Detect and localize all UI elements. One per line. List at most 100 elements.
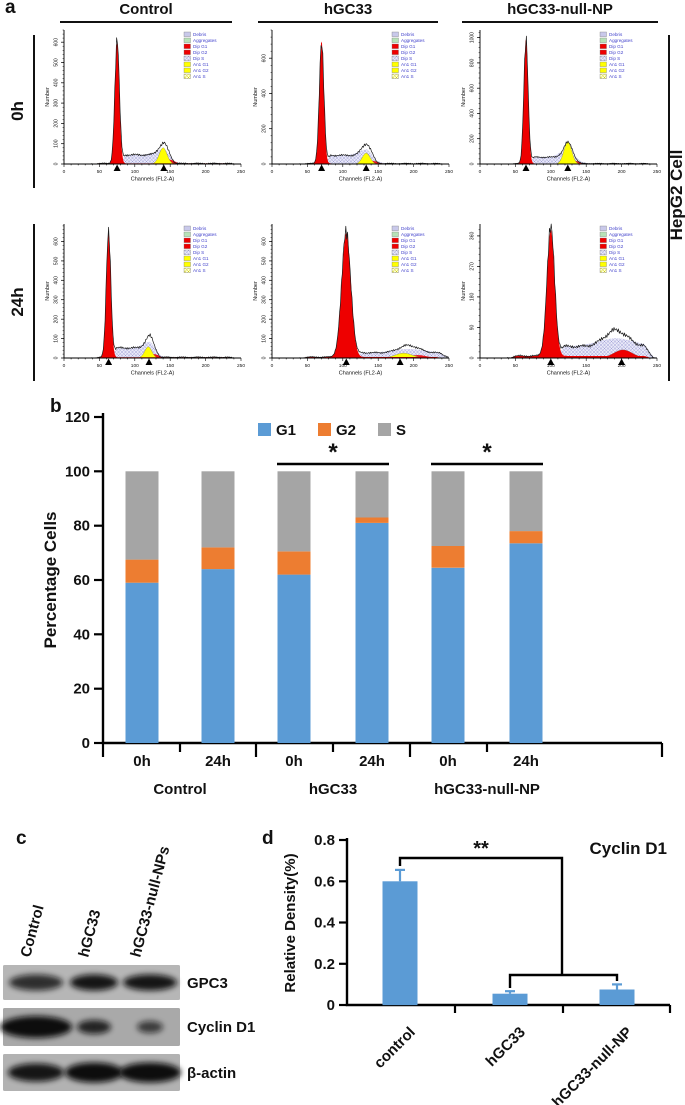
svg-text:250: 250 [653,169,661,175]
flow-histogram-svg: 0 100 200 300 400 500 600 Number 0 50 100 150 200 250… [38,219,246,385]
western-blot-svg: Control hGC33 hGC33-null-NPs GPC3 Cyclin D1 β… [0,844,255,1091]
svg-text:Dip G1: Dip G1 [193,238,208,243]
svg-text:Aggregates: Aggregates [193,38,217,43]
svg-text:600: 600 [54,237,60,246]
svg-text:400: 400 [262,276,268,285]
svg-text:An1 G2: An1 G2 [401,262,417,267]
svg-text:100: 100 [54,334,60,343]
svg-text:An1 S: An1 S [193,74,206,79]
svg-text:40: 40 [73,626,90,643]
svg-text:0: 0 [54,356,60,359]
svg-text:Relative Density(%): Relative Density(%) [282,853,299,992]
svg-text:An1 S: An1 S [609,74,622,79]
flow-histogram-hgc33-null-np-24h: 0 90 180 270 360 Number 0 50 100 150 200 250 Channel… [454,219,662,385]
svg-text:S: S [396,422,406,439]
column-header-rule-control [60,21,232,23]
svg-text:hGC33: hGC33 [309,781,357,798]
svg-text:150: 150 [374,169,382,175]
svg-text:Control: Control [153,781,206,798]
svg-text:150: 150 [582,169,590,175]
svg-text:hGC33-null-NPs: hGC33-null-NPs [127,844,173,959]
row-label-0h: 0h [8,101,27,121]
svg-text:Number: Number [45,87,51,107]
svg-text:An1 G1: An1 G1 [609,62,625,67]
svg-text:Number: Number [461,87,467,107]
flow-histogram-hgc33-null-np-0h: 0 200 400 600 800 1000 Number 0 50 100 150 200 250 Ch… [454,25,662,191]
svg-text:Dip G2: Dip G2 [609,244,624,249]
svg-text:300: 300 [54,99,60,108]
svg-text:0: 0 [479,169,482,175]
flow-histogram-control-24h: 0 100 200 300 400 500 600 Number 0 50 100 150 200 250… [38,219,246,385]
svg-text:0: 0 [479,363,482,369]
svg-text:24h: 24h [513,753,539,770]
svg-text:Cyclin D1: Cyclin D1 [590,839,667,858]
svg-text:150: 150 [166,363,174,369]
flow-histogram-hgc33-24h: 0 100 200 300 400 500 600 Number 0 50 100 150 200 250… [246,219,454,385]
svg-text:100: 100 [131,363,139,369]
svg-text:250: 250 [445,363,453,369]
svg-text:500: 500 [54,257,60,266]
svg-text:Debris: Debris [401,226,415,231]
svg-text:An1 G2: An1 G2 [193,262,209,267]
flow-histogram-svg: 0 200 400 600 Number 0 50 100 150 200 250 Channels … [246,25,454,191]
svg-text:50: 50 [513,363,519,369]
flow-histogram-hgc33-0h: 0 200 400 600 Number 0 50 100 150 200 250 Channels … [246,25,454,191]
svg-text:β-actin: β-actin [187,1065,236,1082]
svg-text:200: 200 [470,134,476,143]
svg-text:100: 100 [65,463,90,480]
svg-text:100: 100 [339,169,347,175]
svg-text:Dip S: Dip S [609,56,620,61]
svg-text:An1 G1: An1 G1 [401,256,417,261]
svg-text:50: 50 [97,169,103,175]
svg-text:0: 0 [271,169,274,175]
svg-text:0h: 0h [439,753,457,770]
svg-text:hGC33: hGC33 [483,1024,529,1070]
svg-text:0.6: 0.6 [314,873,335,890]
svg-text:300: 300 [262,295,268,304]
svg-text:150: 150 [374,363,382,369]
column-header-rule-hgc33 [258,21,438,23]
svg-text:Dip S: Dip S [609,250,620,255]
svg-text:Aggregates: Aggregates [193,232,217,237]
svg-text:Dip S: Dip S [193,56,204,61]
svg-text:360: 360 [470,232,476,241]
svg-text:200: 200 [54,119,60,128]
svg-text:Channels (FL2-A): Channels (FL2-A) [131,371,175,377]
svg-text:300: 300 [54,295,60,304]
column-header-hgc33: hGC33 [323,1,373,18]
svg-text:50: 50 [97,363,103,369]
cyclin-d1-density-chart: 0 0.2 0.4 0.6 0.8 Relative Density(%) control h… [255,828,685,1105]
svg-text:200: 200 [202,169,210,175]
svg-text:180: 180 [470,293,476,302]
svg-text:Debris: Debris [609,226,623,231]
svg-text:0.2: 0.2 [314,956,335,973]
svg-text:600: 600 [470,84,476,93]
svg-text:50: 50 [513,169,519,175]
svg-text:0h: 0h [285,753,303,770]
svg-text:500: 500 [262,257,268,266]
svg-text:200: 200 [202,363,210,369]
svg-text:600: 600 [54,38,60,47]
svg-text:Number: Number [45,281,51,301]
svg-text:800: 800 [470,59,476,68]
svg-text:GPC3: GPC3 [187,975,228,992]
svg-text:An1 S: An1 S [609,268,622,273]
svg-text:0: 0 [82,735,90,752]
svg-text:Number: Number [461,281,467,301]
svg-text:600: 600 [262,54,268,63]
western-blot-panel: Control hGC33 hGC33-null-NPs GPC3 Cyclin D1 β… [0,828,256,1105]
percentage-cells-chart: 0 20 40 60 80 100 120 Percentage Cells 0h 24h 0h 24… [40,402,685,800]
svg-text:Cyclin D1: Cyclin D1 [187,1019,255,1036]
svg-text:0: 0 [271,363,274,369]
svg-text:100: 100 [339,363,347,369]
flow-histogram-svg: 0 200 400 600 800 1000 Number 0 50 100 150 200 250 Ch… [454,25,662,191]
svg-text:400: 400 [470,109,476,118]
svg-text:Aggregates: Aggregates [609,38,633,43]
svg-text:24h: 24h [205,753,231,770]
svg-text:100: 100 [262,334,268,343]
svg-text:200: 200 [618,169,626,175]
svg-text:Number: Number [253,87,259,107]
svg-text:24h: 24h [359,753,385,770]
svg-text:0: 0 [470,162,476,165]
